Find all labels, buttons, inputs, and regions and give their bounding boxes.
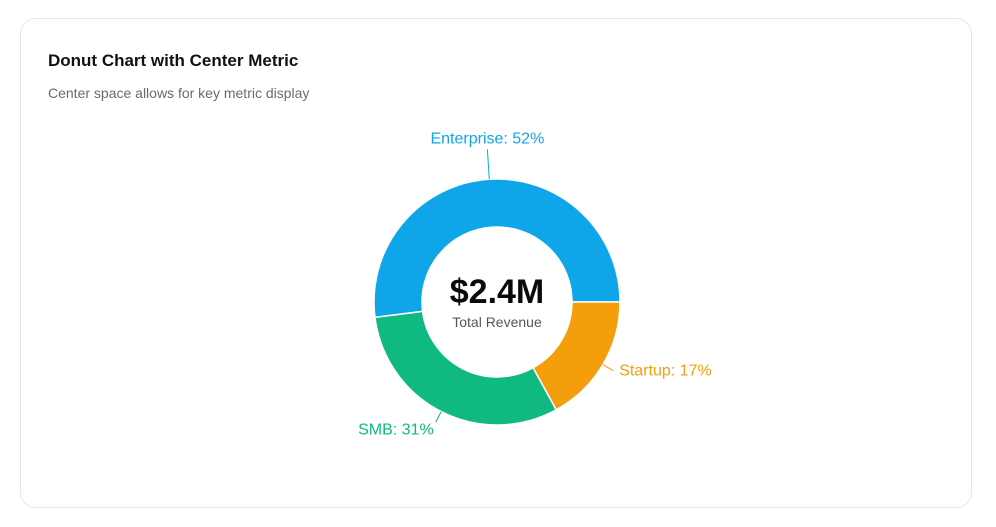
- chart-title: Donut Chart with Center Metric: [48, 51, 299, 70]
- chart-subtitle: Center space allows for key metric displ…: [48, 85, 310, 101]
- center-metric-label: Total Revenue: [452, 314, 542, 330]
- slice-enterprise[interactable]: [373, 178, 621, 319]
- leader-line-enterprise: [486, 149, 490, 180]
- chart-card: Donut Chart with Center Metric Center sp…: [20, 18, 972, 508]
- center-metric-value: $2.4M: [450, 273, 545, 311]
- leader-line-startup: [602, 364, 614, 372]
- slice-smb[interactable]: [374, 310, 558, 426]
- slice-label-smb: SMB: 31%: [358, 421, 434, 438]
- leader-line-smb: [435, 411, 442, 423]
- slice-startup[interactable]: [532, 301, 621, 411]
- slice-label-enterprise: Enterprise: 52%: [430, 130, 544, 147]
- slice-label-startup: Startup: 17%: [619, 363, 712, 380]
